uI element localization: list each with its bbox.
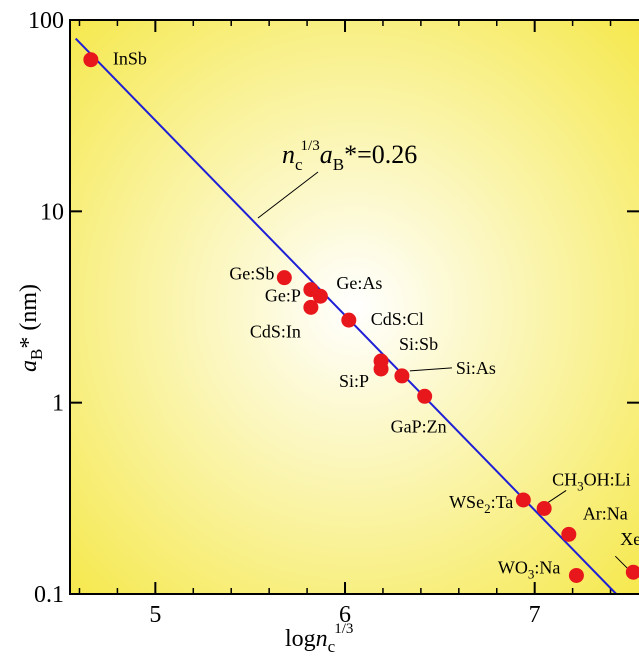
- point-label: WO3:Na: [498, 557, 561, 581]
- point-labels: InSb Ge:Sb Ge:As Ge:P CdS:In CdS:Cl Si:Sb Si:P S…: [113, 49, 639, 582]
- point-label: Si:Sb: [399, 334, 438, 354]
- data-point: [568, 567, 584, 583]
- point-label: Xe:Hg: [620, 529, 639, 549]
- point-label: Si:As: [456, 358, 496, 378]
- data-point: [417, 388, 433, 404]
- y-tick-label: 100: [28, 8, 64, 34]
- point-label: CdS:Cl: [371, 309, 424, 329]
- axis-ticks: 5 6 7 0.1 1 10 100: [28, 8, 639, 628]
- point-label: CdS:In: [250, 321, 301, 341]
- y-tick-label: 0.1: [34, 582, 64, 608]
- data-point: [276, 270, 292, 286]
- y-axis-title: aB* (nm): [16, 284, 46, 372]
- point-label: WSe2:Ta: [449, 492, 513, 516]
- data-point: [394, 368, 410, 384]
- data-point: [625, 564, 639, 580]
- fit-equation: nc1/3aB*=0.26: [282, 138, 417, 174]
- x-tick-label: 6: [339, 602, 351, 628]
- point-label: Ge:Sb: [229, 264, 274, 284]
- point-label: Ge:As: [336, 273, 382, 293]
- x-tick-label: 5: [149, 602, 161, 628]
- data-point: [341, 312, 357, 328]
- data-point: [515, 492, 531, 508]
- data-point: [303, 299, 319, 315]
- point-label: Ge:P: [265, 286, 301, 306]
- point-label: Ar:Na: [583, 503, 628, 523]
- point-label: CH3OH:Li: [552, 469, 631, 493]
- point-label: InSb: [113, 49, 147, 69]
- leader-line-xe-hg: [614, 555, 628, 569]
- leader-line-equation: [257, 171, 319, 219]
- data-points: [83, 52, 639, 583]
- x-axis-title: lognc1/3: [285, 621, 353, 656]
- point-label: Si:P: [339, 371, 369, 391]
- data-point: [536, 500, 552, 516]
- data-point: [303, 282, 319, 298]
- data-point: [83, 52, 99, 68]
- plot-frame: [69, 19, 639, 595]
- leader-line-si-as: [409, 367, 452, 372]
- y-tick-label: 10: [40, 199, 64, 225]
- x-tick-label: 7: [529, 602, 541, 628]
- plot-area: [70, 20, 639, 594]
- leader-line-ch3oh-li: [547, 490, 567, 503]
- point-label: GaP:Zn: [391, 416, 447, 436]
- data-point: [561, 526, 577, 542]
- data-point: [373, 361, 389, 377]
- y-tick-label: 1: [52, 391, 64, 417]
